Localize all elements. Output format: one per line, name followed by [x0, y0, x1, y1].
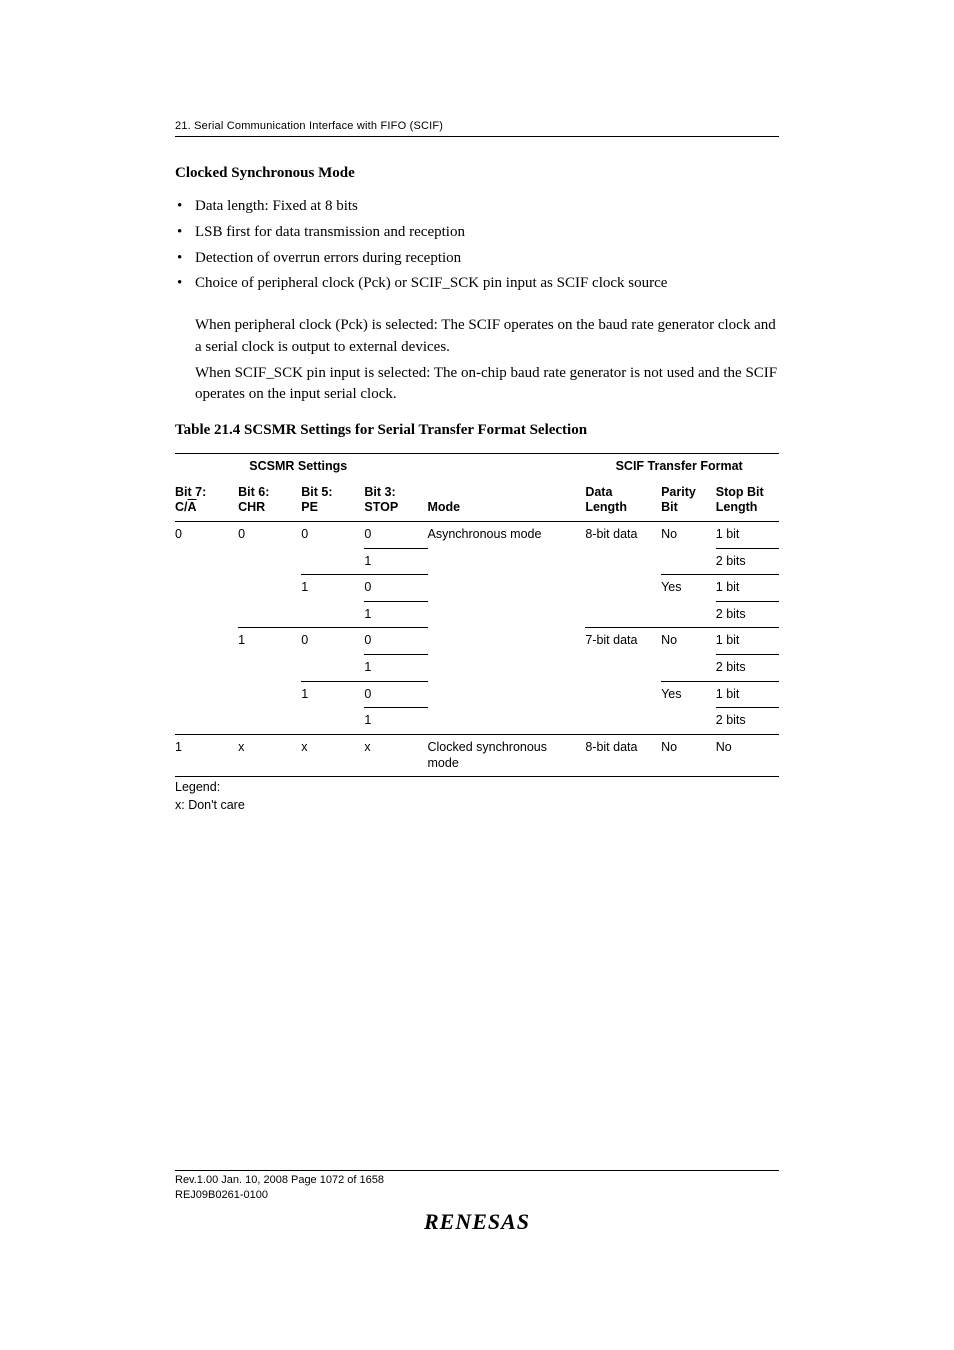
hdr-text: Stop Bit	[716, 485, 764, 499]
hdr-text: Parity	[661, 485, 696, 499]
cell-bit3: x	[364, 734, 427, 776]
cell-parity: No	[661, 521, 716, 574]
col-header-stopbit: Stop Bit Length	[716, 480, 779, 522]
footer-rev: Rev.1.00 Jan. 10, 2008 Page 1072 of 1658	[175, 1173, 779, 1188]
cell-stopbit: 1 bit	[716, 575, 779, 602]
cell-bit7: 0	[175, 521, 238, 734]
hdr-text: Bit 3:	[364, 485, 395, 499]
col-header-mode: Mode	[428, 480, 586, 522]
footer-code: REJ09B0261-0100	[175, 1188, 779, 1203]
cell-datalen: 8-bit data	[585, 521, 661, 628]
cell-stopbit: No	[716, 734, 779, 776]
cell-stopbit: 1 bit	[716, 681, 779, 708]
bullet-item: Detection of overrun errors during recep…	[175, 248, 779, 270]
cell-bit3: 0	[364, 521, 427, 548]
renesas-logo: RENESAS	[175, 1209, 779, 1235]
cell-bit7: 1	[175, 734, 238, 776]
page-footer: Rev.1.00 Jan. 10, 2008 Page 1072 of 1658…	[175, 1170, 779, 1235]
hdr-text-overline: A	[188, 500, 197, 514]
cell-bit3: 0	[364, 681, 427, 708]
cell-bit3: 0	[364, 628, 427, 655]
col-header-bit5: Bit 5: PE	[301, 480, 364, 522]
hdr-text: C/	[175, 500, 188, 514]
col-header-parity: Parity Bit	[661, 480, 716, 522]
cell-bit5: 0	[301, 521, 364, 574]
cell-bit3: 1	[364, 601, 427, 628]
hdr-text: Length	[716, 500, 758, 514]
col-header-bit6: Bit 6: CHR	[238, 480, 301, 522]
cell-mode: Asynchronous mode	[428, 521, 586, 734]
table-row: 0 0 0 0 Asynchronous mode 8-bit data No …	[175, 521, 779, 548]
col-header-datalen: Data Length	[585, 480, 661, 522]
legend-line: Legend:	[175, 779, 779, 797]
hdr-text: STOP	[364, 500, 398, 514]
hdr-text: Bit 7:	[175, 485, 206, 499]
table-row: 1 x x x Clocked synchronous mode 8-bit d…	[175, 734, 779, 776]
cell-stopbit: 2 bits	[716, 601, 779, 628]
table-caption: Table 21.4 SCSMR Settings for Serial Tra…	[175, 422, 779, 439]
cell-bit5: 1	[301, 681, 364, 734]
cell-datalen: 7-bit data	[585, 628, 661, 735]
group-header-format: SCIF Transfer Format	[585, 454, 779, 480]
cell-stopbit: 2 bits	[716, 708, 779, 735]
hdr-text: CHR	[238, 500, 265, 514]
cell-parity: Yes	[661, 575, 716, 628]
section-heading: Clocked Synchronous Mode	[175, 165, 779, 182]
chapter-header: 21. Serial Communication Interface with …	[175, 120, 779, 137]
col-header-bit7: Bit 7: C/A	[175, 480, 238, 522]
group-header-blank	[428, 454, 586, 480]
cell-bit5: x	[301, 734, 364, 776]
hdr-text: PE	[301, 500, 318, 514]
sub-paragraph: When peripheral clock (Pck) is selected:…	[175, 315, 779, 359]
legend-block: Legend: x: Don't care	[175, 779, 779, 814]
cell-mode: Clocked synchronous mode	[428, 734, 586, 776]
cell-parity: Yes	[661, 681, 716, 734]
cell-bit3: 1	[364, 548, 427, 575]
cell-bit6: 0	[238, 521, 301, 628]
hdr-text: Length	[585, 500, 627, 514]
cell-bit6: x	[238, 734, 301, 776]
cell-stopbit: 1 bit	[716, 628, 779, 655]
cell-stopbit: 2 bits	[716, 655, 779, 682]
bullet-item: LSB first for data transmission and rece…	[175, 222, 779, 244]
hdr-text: Data	[585, 485, 612, 499]
col-header-bit3: Bit 3: STOP	[364, 480, 427, 522]
group-header-settings: SCSMR Settings	[175, 454, 428, 480]
cell-parity: No	[661, 628, 716, 681]
hdr-text: Bit 5:	[301, 485, 332, 499]
cell-bit6: 1	[238, 628, 301, 735]
sub-paragraph: When SCIF_SCK pin input is selected: The…	[175, 363, 779, 407]
cell-bit3: 1	[364, 655, 427, 682]
bullet-item: Choice of peripheral clock (Pck) or SCIF…	[175, 273, 779, 295]
cell-stopbit: 2 bits	[716, 548, 779, 575]
settings-table: SCSMR Settings SCIF Transfer Format Bit …	[175, 453, 779, 777]
cell-bit3: 1	[364, 708, 427, 735]
cell-bit3: 0	[364, 575, 427, 602]
hdr-text: Bit	[661, 500, 678, 514]
cell-bit5: 0	[301, 628, 364, 681]
cell-parity: No	[661, 734, 716, 776]
hdr-text: Bit 6:	[238, 485, 269, 499]
bullet-list: Data length: Fixed at 8 bits LSB first f…	[175, 196, 779, 295]
cell-stopbit: 1 bit	[716, 521, 779, 548]
bullet-item: Data length: Fixed at 8 bits	[175, 196, 779, 218]
cell-datalen: 8-bit data	[585, 734, 661, 776]
legend-line: x: Don't care	[175, 797, 779, 815]
cell-bit5: 1	[301, 575, 364, 628]
